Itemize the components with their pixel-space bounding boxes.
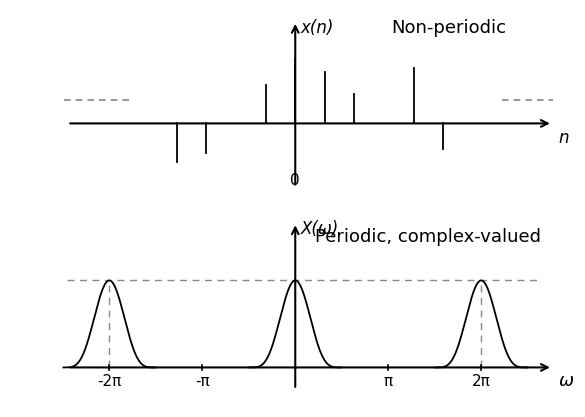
Text: n: n [559,128,569,146]
Text: -π: -π [195,374,209,389]
Text: 2π: 2π [472,374,491,389]
Text: X(ω): X(ω) [301,220,339,238]
Text: x(n): x(n) [301,19,334,37]
Text: 0: 0 [290,173,300,188]
Text: Periodic, complex-valued: Periodic, complex-valued [315,228,542,246]
Text: π: π [384,374,393,389]
Text: -2π: -2π [97,374,122,389]
Text: Non-periodic: Non-periodic [391,19,507,37]
Text: ω: ω [559,372,574,390]
